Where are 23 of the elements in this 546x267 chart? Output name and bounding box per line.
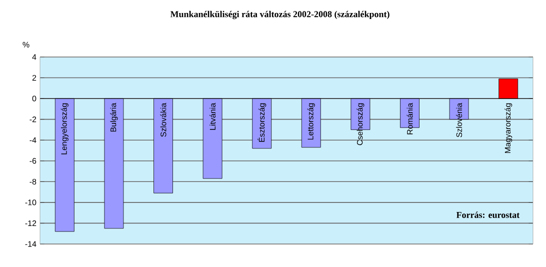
x-tick-label: Litvánia [210,102,216,130]
y-tick-label: -14 [25,241,36,247]
x-tick-label: Észtország [258,103,266,142]
y-tick-label: -10 [25,200,36,206]
x-tick-label: Magyarország [504,103,512,153]
x-tick-label: Lettország [307,103,315,140]
x-tick-label: Lengyelország [60,103,68,154]
y-tick-label: -6 [30,158,36,164]
y-tick-label: -12 [25,220,36,226]
x-tick-label: Bulgária [110,102,118,132]
y-tick-label: -2 [30,116,36,122]
y-axis-title: % [22,42,30,48]
annotation: Forrás: eurostat [456,212,520,218]
y-tick-label: 2 [32,74,36,81]
x-tick-label: Szlovénia [456,102,462,138]
y-tick-label: -4 [30,137,36,143]
y-tick-label: 0 [32,96,36,102]
x-tick-label: Románia [406,102,413,134]
chart-title: Munkanélküliségi ráta változás 2002-2008 (százalékpont) [170,10,390,20]
y-tick-label: -8 [30,178,36,184]
y-tick-label: 4 [32,54,36,60]
x-tick-label: Csehország [356,103,364,146]
x-tick-label: Szlovákia [160,102,166,137]
